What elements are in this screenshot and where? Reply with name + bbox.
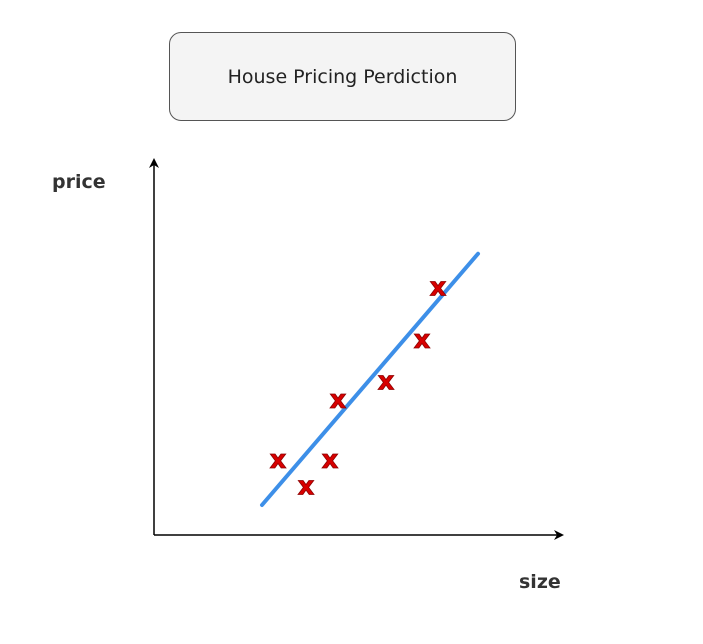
data-point-5: x — [378, 366, 395, 396]
regression-line — [260, 251, 480, 507]
data-point-6: x — [414, 325, 431, 355]
data-point-7: x — [430, 273, 447, 303]
title-box: House Pricing Perdiction — [169, 32, 516, 121]
data-point-3: x — [322, 445, 339, 475]
data-point-1: x — [270, 445, 287, 475]
y-axis-label: price — [52, 171, 106, 193]
data-point-2: x — [298, 471, 315, 501]
title-text: House Pricing Perdiction — [227, 65, 458, 88]
data-point-4: x — [330, 385, 347, 415]
fit-line-group — [260, 251, 480, 507]
x-axis-label: size — [519, 571, 561, 593]
